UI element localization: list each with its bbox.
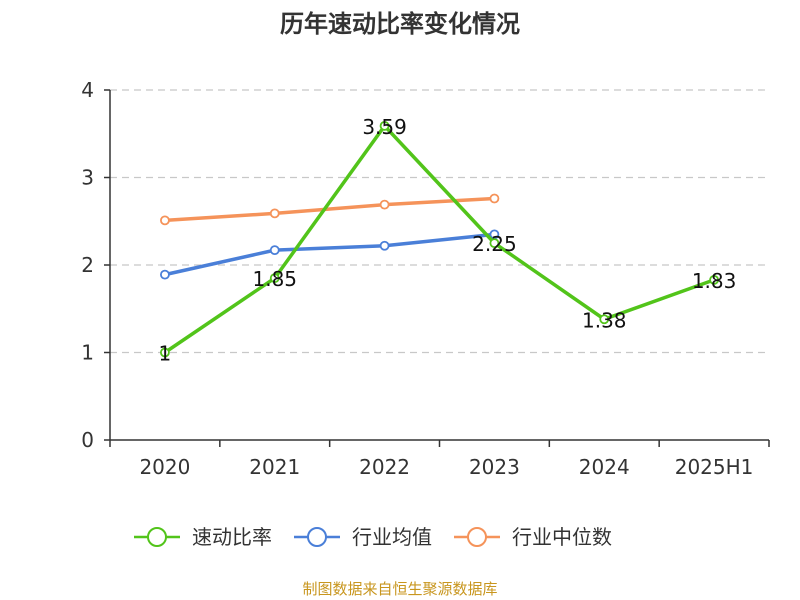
x-tick-label: 2021 <box>249 455 300 479</box>
y-tick-label: 0 <box>81 428 94 452</box>
data-point <box>489 238 500 249</box>
data-point <box>709 274 719 285</box>
grid-lines <box>110 89 769 354</box>
data-point <box>269 208 280 219</box>
x-tick-label: 2024 <box>579 455 630 479</box>
legend-label: 速动比率 <box>192 525 272 549</box>
chart-title: 历年速动比率变化情况 <box>280 10 520 38</box>
series-2 <box>160 193 500 226</box>
data-point <box>489 193 500 204</box>
data-point <box>379 120 390 131</box>
legend-marker <box>147 527 167 547</box>
legend-label: 行业中位数 <box>512 525 612 549</box>
x-tick-label: 2025H1 <box>675 455 754 479</box>
legend-item-2[interactable]: 行业中位数 <box>454 525 612 549</box>
data-point <box>379 240 390 251</box>
legend[interactable]: 速动比率 行业均值 行业中位数 <box>134 525 612 549</box>
series-layer <box>160 120 719 358</box>
legend-item-1[interactable]: 行业均值 <box>294 525 432 549</box>
data-point <box>269 245 280 256</box>
data-label: 1.83 <box>692 269 737 293</box>
data-labels: 1 1.85 3.59 2.25 1.38 1.83 <box>159 115 737 366</box>
data-point <box>379 199 390 210</box>
data-point <box>160 215 170 226</box>
data-label: 1.85 <box>252 267 297 291</box>
series-line <box>163 124 715 354</box>
legend-item-0[interactable]: 速动比率 <box>134 525 272 549</box>
series-line <box>164 232 495 277</box>
legend-marker <box>467 527 487 547</box>
axes: 0 1 2 3 4 2020 2021 2022 2023 2024 2025H1 <box>81 78 770 479</box>
data-label: 1.38 <box>582 308 627 332</box>
x-tick-label: 2023 <box>469 455 520 479</box>
data-label: 2.25 <box>472 232 517 256</box>
series-1 <box>160 229 500 280</box>
series-line <box>164 196 495 223</box>
y-tick-label: 2 <box>81 253 94 277</box>
y-tick-label: 1 <box>81 341 94 365</box>
data-point <box>160 347 170 358</box>
y-tick-label: 4 <box>81 78 94 102</box>
legend-label: 行业均值 <box>352 525 432 549</box>
data-label: 3.59 <box>362 115 407 139</box>
source-note: 制图数据来自恒生聚源数据库 <box>302 580 497 598</box>
data-label: 1 <box>159 342 172 366</box>
legend-marker <box>307 527 327 547</box>
x-tick-label: 2020 <box>139 455 190 479</box>
y-tick-label: 3 <box>81 166 94 190</box>
data-point <box>599 314 610 325</box>
data-point <box>160 269 170 280</box>
x-tick-label: 2022 <box>359 455 410 479</box>
series-0 <box>160 120 719 358</box>
data-point <box>269 273 280 284</box>
